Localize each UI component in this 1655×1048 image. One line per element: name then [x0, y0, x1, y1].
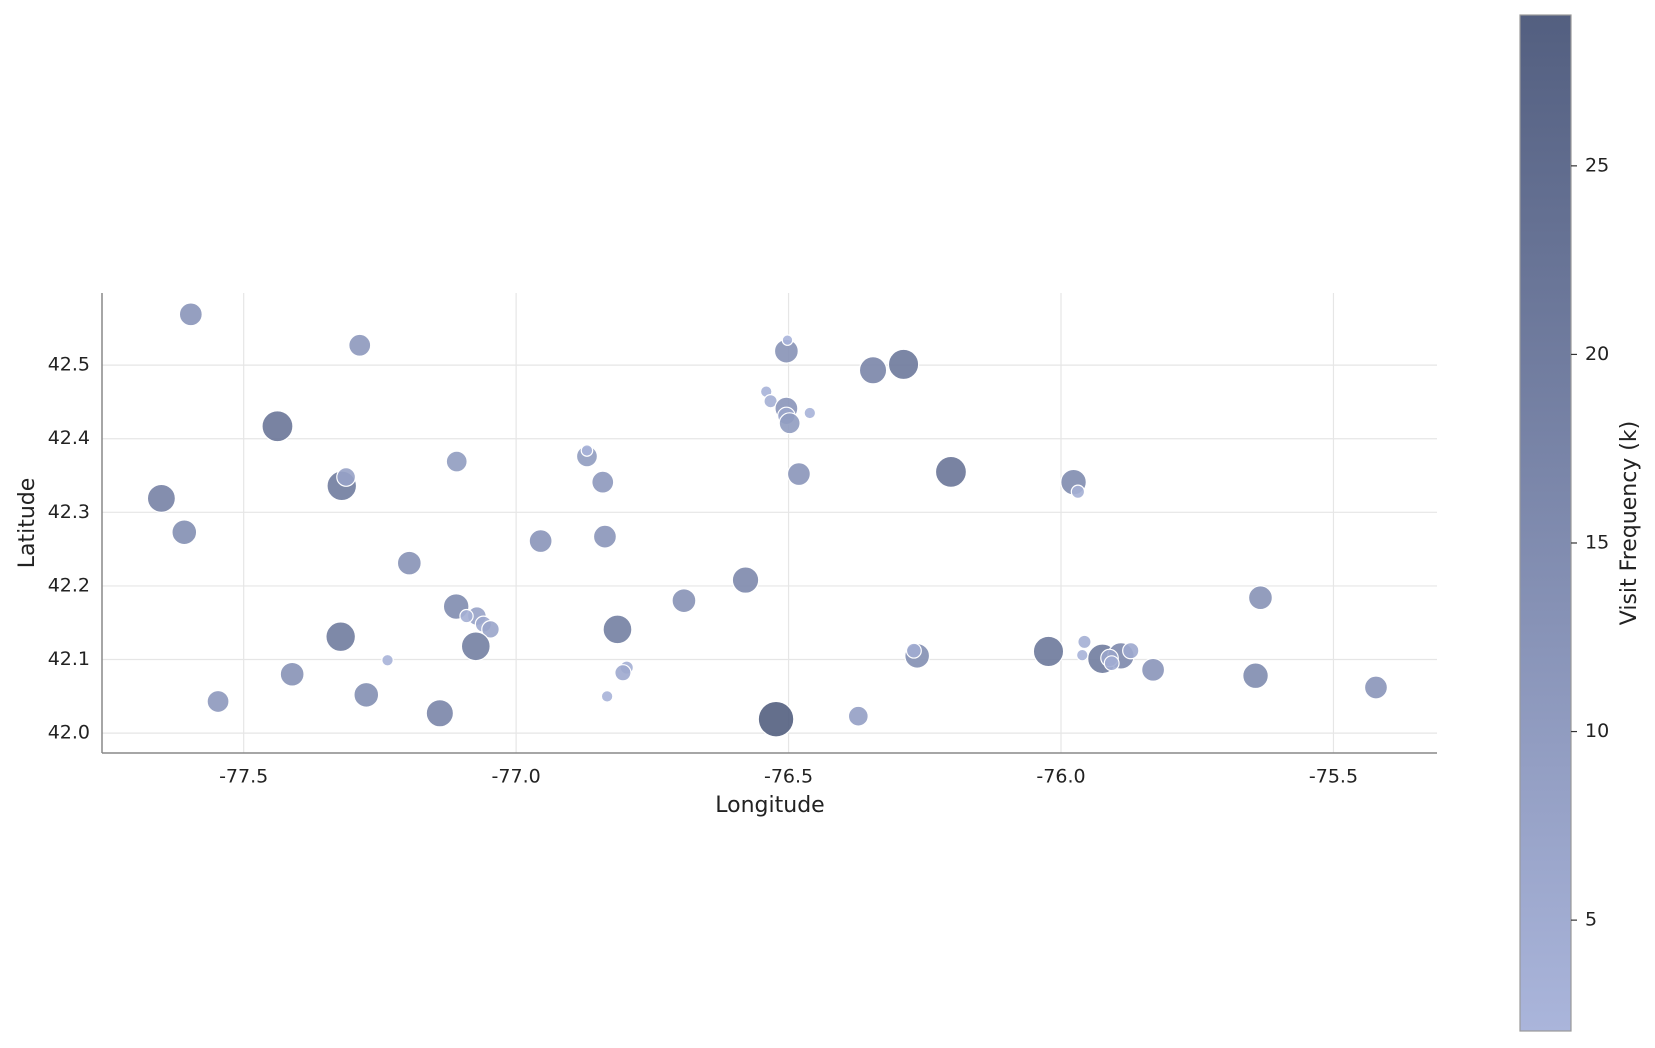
- y-tick-label: 42.4: [48, 427, 90, 449]
- point: [528, 529, 553, 554]
- point: [1070, 484, 1086, 499]
- point: [336, 467, 357, 487]
- point: [171, 519, 198, 546]
- point: [905, 642, 922, 659]
- point: [591, 470, 615, 494]
- colorbar-tick-label: 5: [1585, 909, 1597, 931]
- y-tick-label: 42.1: [48, 648, 90, 670]
- point: [592, 524, 617, 549]
- point: [206, 689, 230, 714]
- point: [1363, 675, 1389, 700]
- point: [425, 699, 455, 728]
- y-axis-label: Latitude: [15, 478, 40, 569]
- point: [481, 620, 500, 639]
- point: [445, 450, 468, 473]
- y-tick-label: 42.3: [48, 501, 90, 523]
- point: [325, 621, 357, 653]
- point: [261, 410, 294, 443]
- point: [279, 661, 305, 687]
- point: [602, 614, 633, 645]
- point: [1077, 634, 1092, 650]
- point: [460, 631, 491, 662]
- point: [731, 566, 760, 594]
- y-tick-label: 42.0: [48, 722, 90, 744]
- point: [348, 333, 372, 357]
- point: [1122, 642, 1140, 660]
- point: [381, 653, 394, 667]
- point: [778, 412, 801, 435]
- point: [858, 356, 888, 385]
- y-tick-label: 42.5: [48, 354, 90, 376]
- point: [786, 462, 811, 487]
- point: [757, 700, 795, 738]
- point: [146, 483, 176, 513]
- x-tick-label: -76.0: [1036, 766, 1085, 788]
- point: [353, 681, 380, 708]
- point: [781, 334, 794, 346]
- point: [580, 444, 594, 457]
- point: [1141, 657, 1166, 682]
- y-tick-label: 42.2: [48, 574, 90, 596]
- point: [1103, 655, 1120, 672]
- point: [1032, 635, 1065, 668]
- point: [614, 664, 632, 682]
- point: [178, 302, 203, 327]
- colorbar-label: Visit Frequency (k): [1617, 421, 1642, 625]
- point: [1247, 585, 1273, 611]
- colorbar-tick-label: 10: [1585, 720, 1609, 742]
- point: [396, 550, 422, 576]
- point: [1075, 648, 1089, 662]
- colorbar-tick-label: 25: [1585, 154, 1609, 176]
- point: [600, 690, 614, 703]
- point: [459, 608, 474, 624]
- point: [847, 705, 869, 727]
- colorbar-tick-label: 15: [1585, 531, 1609, 553]
- point: [887, 348, 920, 381]
- point: [671, 588, 697, 614]
- x-tick-label: -77.5: [219, 766, 268, 788]
- point: [1242, 662, 1269, 690]
- x-tick-label: -75.5: [1309, 766, 1358, 788]
- x-tick-label: -76.5: [764, 766, 813, 788]
- x-tick-label: -77.0: [492, 766, 541, 788]
- x-axis-label: Longitude: [715, 793, 824, 818]
- point: [803, 406, 817, 420]
- colorbar: [1519, 14, 1572, 1032]
- point: [934, 455, 968, 488]
- colorbar-tick-label: 20: [1585, 343, 1609, 365]
